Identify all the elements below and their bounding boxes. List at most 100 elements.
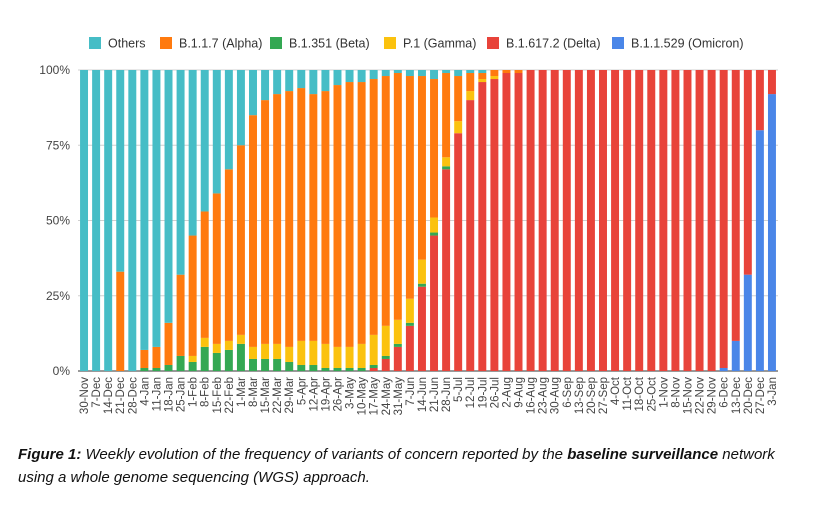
x-tick-label: 22-Nov (695, 377, 707, 414)
bar-segment (393, 70, 402, 74)
bar-segment (647, 70, 656, 371)
legend-label: Others (108, 37, 146, 51)
bar-segment (200, 337, 209, 347)
bar-segment (261, 343, 270, 359)
bar-segment (430, 232, 439, 236)
legend-swatch (487, 37, 499, 49)
legend-item: P.1 (Gamma) (384, 37, 476, 51)
x-tick-label: 6-Dec (719, 377, 731, 408)
bar-stack (635, 70, 644, 371)
bar-segment (417, 76, 426, 260)
bar-stack (502, 70, 511, 371)
bar-segment (297, 364, 306, 371)
bar-segment (357, 82, 366, 344)
legend-swatch (160, 37, 172, 49)
bar-segment (442, 166, 451, 170)
bar-segment (164, 364, 173, 371)
bar-segment (309, 70, 318, 95)
bar-segment (526, 70, 535, 371)
bar-segment (731, 340, 740, 371)
y-tick-label: 75% (46, 138, 70, 152)
bar-segment (200, 211, 209, 338)
x-tick-label: 7-Jun (405, 377, 417, 406)
bar-segment (176, 355, 185, 371)
x-tick-label: 1-Mar (236, 377, 248, 407)
bar-segment (393, 346, 402, 371)
bar-segment (273, 70, 282, 95)
bar-segment (333, 346, 342, 368)
legend-label: B.1.1.7 (Alpha) (179, 37, 262, 51)
bar-segment (743, 274, 752, 371)
bar-stack (200, 70, 209, 371)
x-tick-label: 4-Jan (139, 377, 151, 406)
x-tick-label: 29-Nov (707, 377, 719, 414)
bar-segment (261, 70, 270, 101)
bar-stack (466, 70, 475, 371)
bar-stack (526, 70, 535, 371)
bar-segment (695, 70, 704, 371)
bar-segment (345, 367, 354, 371)
x-tick-label: 19-Apr (320, 377, 332, 412)
bar-stack (152, 70, 161, 371)
legend: Others B.1.1.7 (Alpha) B.1.351 (Beta) P.1 (… (89, 37, 744, 51)
bar-segment (707, 70, 716, 371)
x-tick-label: 13-Dec (731, 377, 743, 414)
bar-stack (454, 70, 463, 371)
bar-stack (285, 70, 294, 371)
bar-segment (430, 79, 439, 218)
bar-segment (236, 70, 245, 146)
bar-stack (321, 70, 330, 371)
x-tick-label: 30-Nov (79, 377, 91, 414)
bar-stack (80, 70, 89, 371)
bar-segment (381, 325, 390, 356)
bar-segment (611, 70, 620, 371)
legend-swatch (89, 37, 101, 49)
bar-stack (273, 70, 282, 371)
x-axis-ticks: 30-Nov 7-Dec 14-Dec 21-Dec 28-Dec 4-Jan 11-Jan… (79, 376, 779, 415)
bar-segment (767, 94, 776, 371)
bar-segment (224, 349, 233, 371)
x-tick-label: 3-May (345, 377, 357, 409)
bar-segment (333, 70, 342, 86)
x-tick-label: 15-Feb (212, 377, 224, 413)
bar-segment (321, 91, 330, 344)
x-tick-label: 9-Aug (514, 377, 526, 408)
bar-segment (755, 130, 764, 371)
x-tick-label: 15-Mar (260, 377, 272, 414)
x-tick-label: 25-Jan (176, 377, 188, 412)
bar-segment (345, 82, 354, 347)
x-tick-label: 23-Aug (538, 377, 550, 414)
x-tick-label: 11-Jan (151, 377, 163, 411)
bar-segment (478, 73, 487, 80)
bar-segment (285, 70, 294, 92)
bar-segment (236, 343, 245, 371)
bar-segment (357, 343, 366, 368)
bar-segment (550, 70, 559, 371)
bar-stack (755, 70, 764, 371)
bar-segment (357, 367, 366, 371)
bar-segment (442, 169, 451, 371)
bar-segment (345, 70, 354, 83)
bar-segment (249, 358, 257, 371)
bar-segment (212, 352, 221, 371)
bar-segment (309, 340, 318, 365)
bar-segment (224, 70, 233, 170)
bar-stack (430, 70, 439, 371)
bar-segment (249, 70, 257, 116)
bar-stack (659, 70, 668, 371)
bar-stack (719, 70, 728, 371)
x-tick-label: 17-May (369, 377, 381, 416)
bar-segment (731, 70, 740, 341)
bar-segment (321, 70, 330, 92)
y-tick-label: 100% (39, 63, 70, 77)
x-tick-label: 18-Oct (634, 376, 646, 411)
y-tick-label: 25% (46, 289, 70, 303)
variant-frequency-chart: 0%25%50%75%100% 30-Nov 7-Dec 14-Dec 21-Dec 2… (39, 37, 779, 416)
bar-segment (405, 76, 414, 299)
bar-segment (454, 70, 463, 77)
bar-segment (297, 88, 306, 341)
bar-segment (369, 70, 378, 80)
legend-label: P.1 (Gamma) (403, 37, 476, 51)
x-tick-label: 8-Mar (248, 377, 260, 407)
caption-label: Figure 1: (18, 446, 82, 463)
